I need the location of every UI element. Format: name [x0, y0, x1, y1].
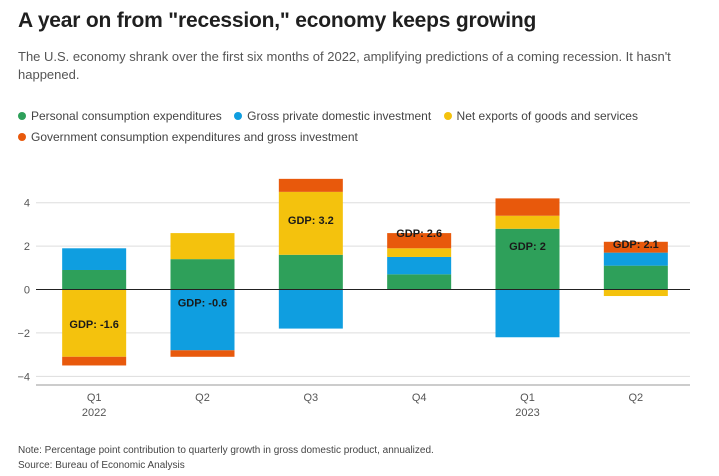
bar-segment	[387, 274, 452, 290]
x-year-label: 2023	[515, 407, 539, 419]
legend-label: Government consumption expenditures and …	[31, 130, 358, 144]
chart-title: A year on from "recession," economy keep…	[18, 9, 537, 32]
legend-item-investment: Gross private domestic investment	[234, 106, 431, 127]
legend-swatch-government	[18, 133, 26, 141]
bar-segment	[603, 241, 668, 253]
source-line: Source: Bureau of Economic Analysis	[18, 460, 185, 471]
gdp-label: GDP: -1.6	[69, 319, 119, 331]
bar-segment	[278, 289, 343, 329]
bar-segment	[278, 178, 343, 192]
bar-segment	[170, 350, 235, 357]
bar-segment	[495, 215, 560, 229]
gdp-label: GDP: 2	[509, 241, 546, 253]
bar-segment	[62, 248, 127, 270]
gdp-label: GDP: 3.2	[288, 215, 334, 227]
bar-segment	[603, 289, 668, 297]
y-tick-label: 0	[24, 285, 30, 297]
bar-segment	[495, 228, 560, 290]
footnote: Note: Percentage point contribution to q…	[18, 445, 434, 456]
y-tick-label: 4	[24, 198, 30, 210]
bar-segment	[62, 269, 127, 290]
legend-swatch-personal	[18, 112, 26, 120]
chart-subtitle: The U.S. economy shrank over the first s…	[18, 49, 671, 82]
bar-segment	[603, 265, 668, 290]
legend-swatch-net-exports	[443, 112, 452, 120]
footer: Note: Percentage point contribution to q…	[18, 443, 434, 473]
bar-segment	[170, 289, 235, 351]
legend-item-net-exports: Net exports of goods and services	[443, 106, 638, 127]
x-tick-label: Q2	[195, 392, 210, 404]
legend-label: Net exports of goods and services	[456, 109, 638, 123]
x-tick-label: Q1	[520, 392, 535, 404]
gdp-label: GDP: 2.6	[396, 228, 442, 240]
gdp-label: GDP: -0.6	[178, 298, 228, 310]
bar-segment	[170, 233, 235, 260]
bar-segment	[495, 198, 560, 216]
x-tick-label: Q1	[87, 392, 102, 404]
bar-segment	[278, 254, 343, 290]
bar-segment	[387, 248, 452, 257]
bar-segment	[62, 356, 127, 366]
y-tick-label: 2	[24, 241, 30, 253]
legend-label: Personal consumption expenditures	[31, 109, 222, 123]
legend: Personal consumption expenditures Gross …	[18, 106, 708, 148]
legend-item-personal: Personal consumption expenditures	[18, 106, 222, 127]
gdp-label: GDP: 2.1	[613, 239, 659, 251]
bar-segment	[495, 289, 560, 338]
bar-segment	[387, 256, 452, 275]
legend-item-government: Government consumption expenditures and …	[18, 127, 358, 148]
bar-segment	[603, 252, 668, 266]
y-tick-label: −2	[17, 328, 30, 340]
x-tick-label: Q4	[412, 392, 427, 404]
bar-segment	[62, 289, 127, 357]
x-tick-label: Q3	[303, 392, 318, 404]
legend-label: Gross private domestic investment	[247, 109, 432, 123]
y-tick-label: −4	[17, 371, 30, 383]
legend-swatch-investment	[234, 112, 243, 120]
bar-segment	[387, 233, 452, 249]
x-year-label: 2022	[82, 407, 106, 419]
x-tick-label: Q2	[628, 392, 643, 404]
bar-segment	[278, 191, 343, 255]
bar-segment	[170, 259, 235, 290]
